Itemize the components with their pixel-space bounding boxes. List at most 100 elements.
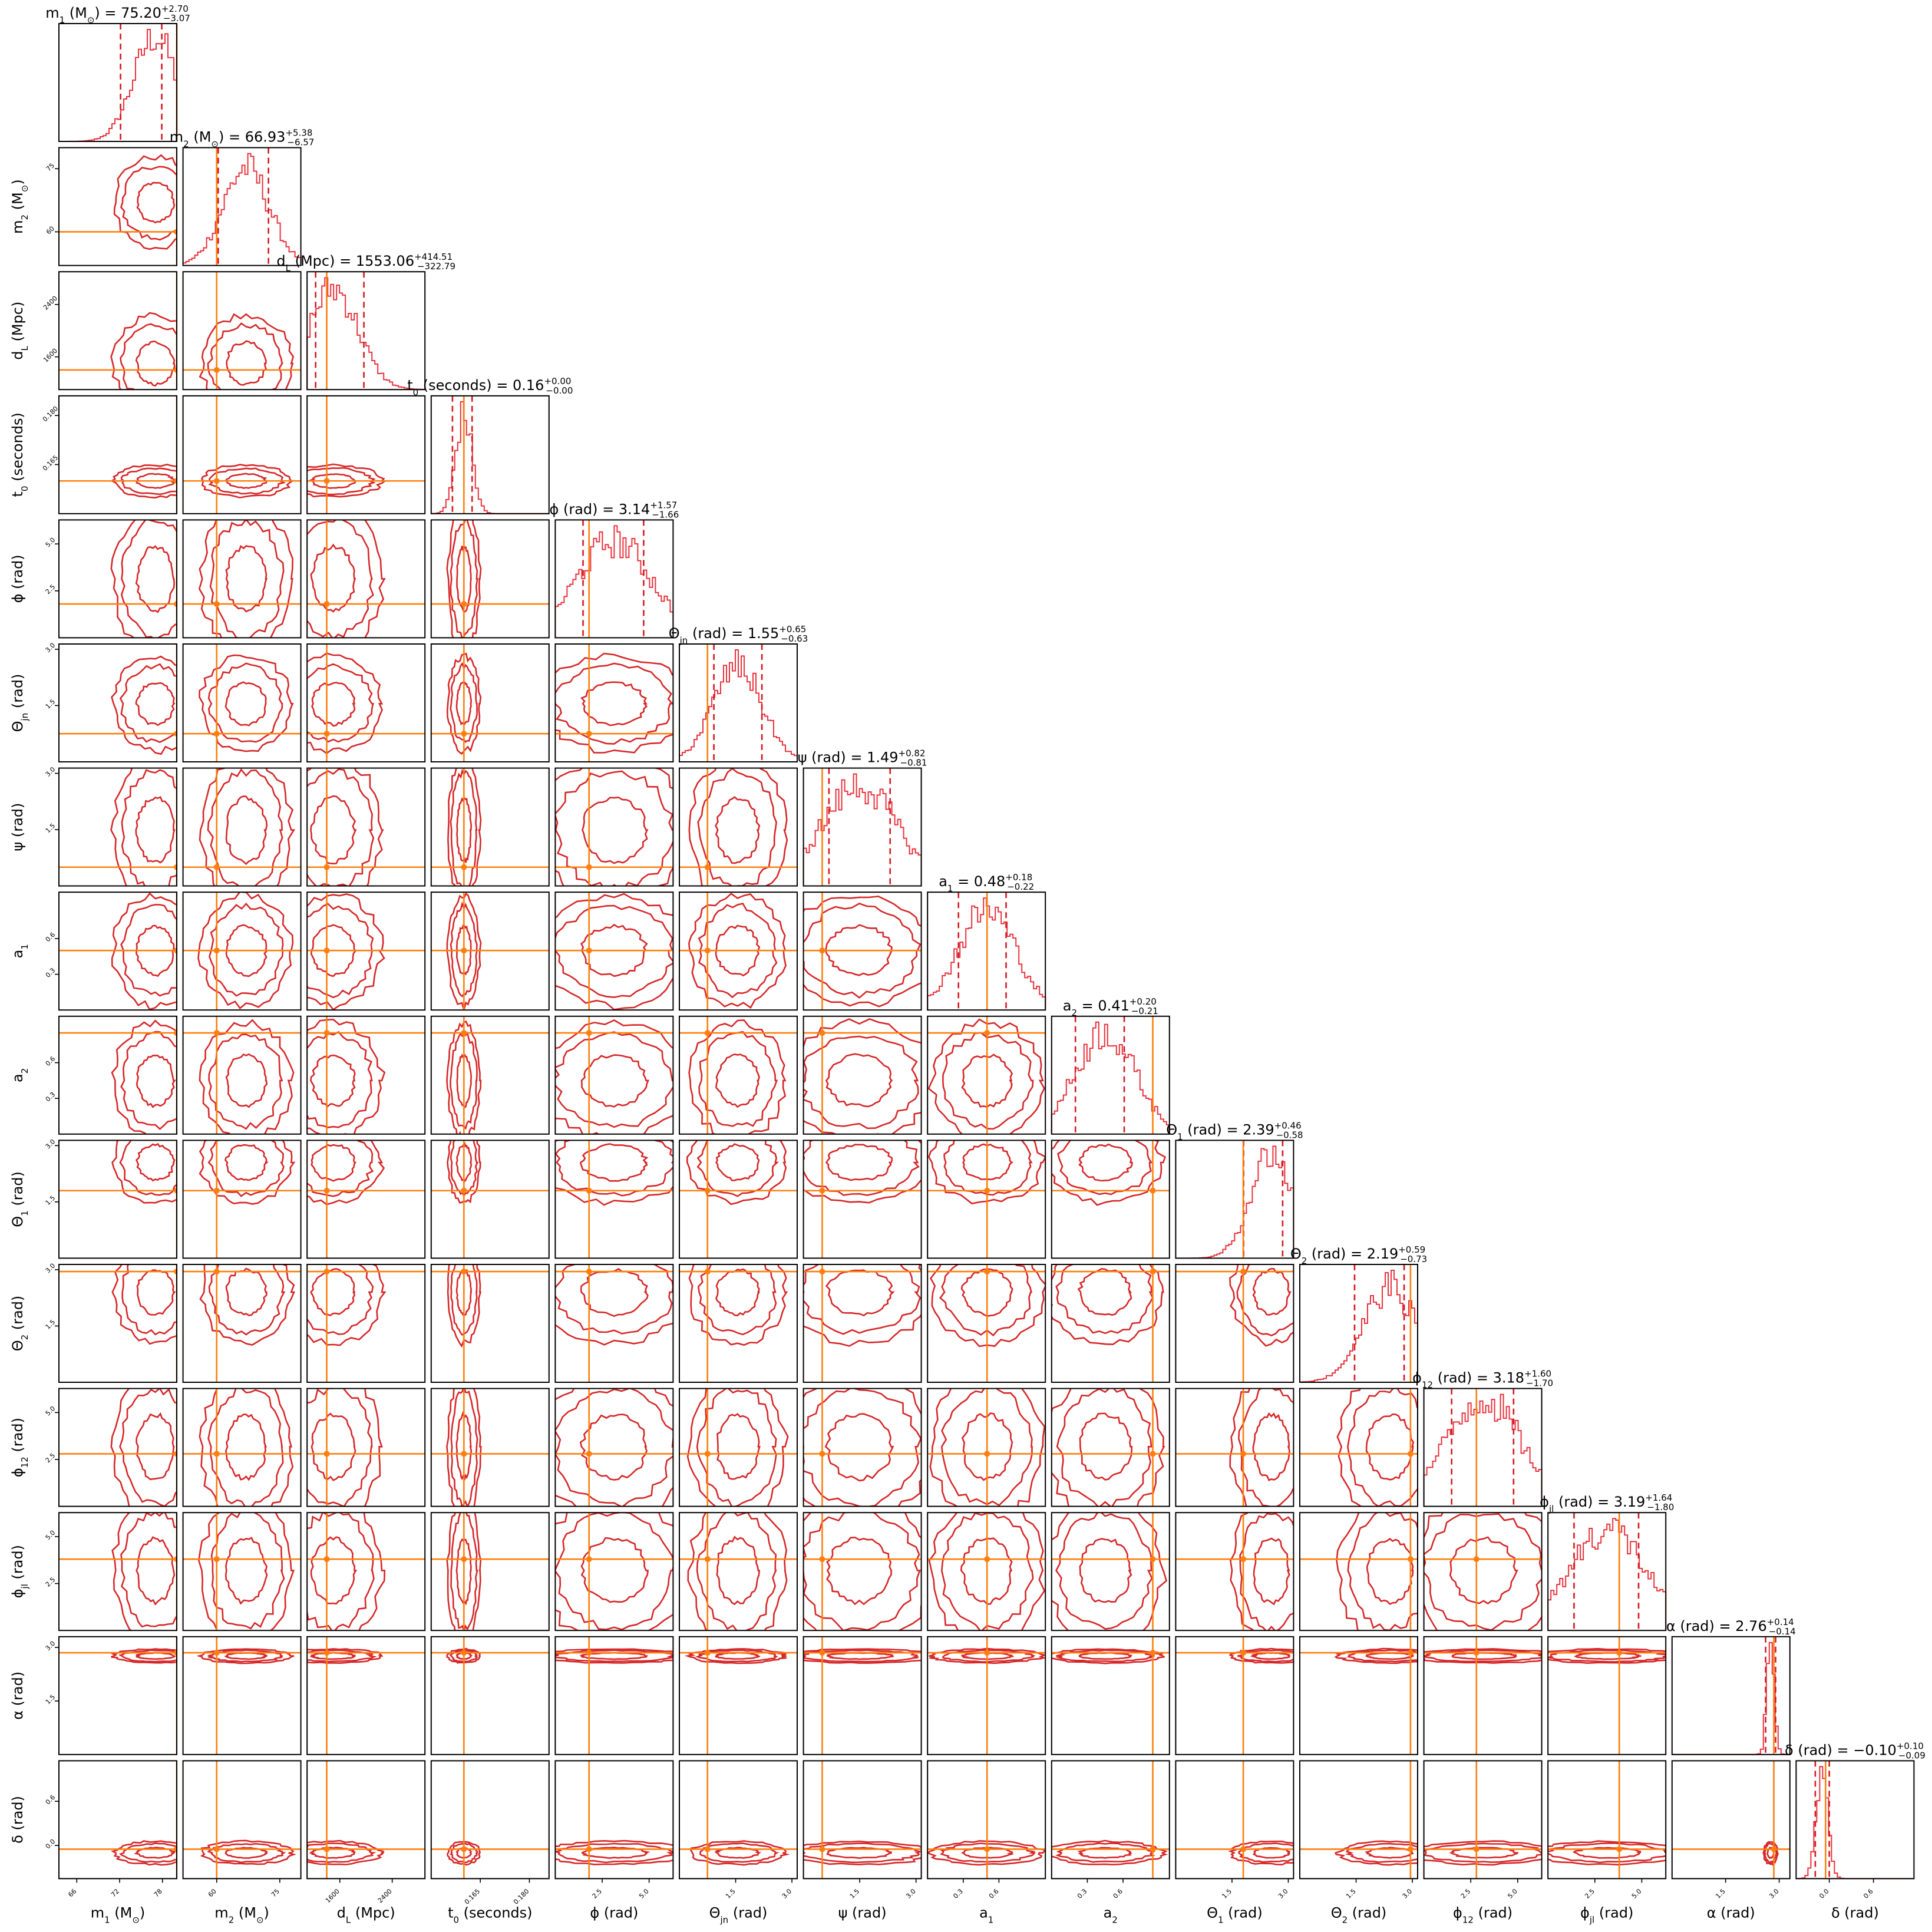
panel-frame [430,643,550,762]
contour-level-1 [580,681,648,726]
contour-level-2 [803,1388,922,1507]
contour-level-2 [940,1388,1033,1507]
contour-level-2 [1056,1388,1152,1507]
contour-level-3 [1335,1840,1418,1866]
contour-level-2 [1237,1388,1294,1507]
contour-level-2 [939,1264,1033,1337]
panel-frame [1051,1512,1170,1632]
panel-title-a2: a2 = 0.41+0.20 −0.21 [1063,996,1158,1018]
x-tick-label: 0.6 [1112,1887,1125,1900]
contour-level-2 [943,1140,1033,1196]
contour-level-3 [1424,1512,1542,1631]
truth-point [984,1187,990,1194]
contour-panel-t0-phi12 [430,1388,550,1507]
truth-point [213,1650,220,1656]
contour-level-1 [1574,1652,1642,1660]
histogram-psi [802,773,922,886]
x-axis-label-a1: a1 [979,1904,993,1925]
contour-level-3 [307,893,385,1010]
panel-frame [554,767,674,887]
truth-point [174,478,177,484]
x-tick-label: 1.5 [1220,1887,1233,1900]
contour-level-2 [1055,1649,1155,1663]
contour-level-1 [1079,1538,1132,1603]
contour-level-1 [715,1143,760,1181]
contour-level-3 [446,652,482,755]
contour-panel-psi-theta1 [802,1140,922,1259]
x-tick-label: 2.5 [1583,1887,1596,1900]
contour-level-3 [803,895,922,1008]
contour-panel-psi-delta: 1.5 3.0 ψ (rad) [802,1760,922,1921]
contour-level-2 [121,769,177,886]
panel-frame [927,1760,1046,1880]
contour-level-3 [688,893,787,1009]
contour-level-2 [210,1512,285,1630]
truth-point [1240,1451,1247,1457]
x-axis-label-phi12: ϕ12 (rad) [1453,1904,1512,1925]
contour-level-1 [455,924,472,976]
contour-level-2 [555,1031,673,1128]
contour-level-1 [580,1143,649,1182]
panel-frame [306,1388,426,1507]
contour-level-3 [446,1021,482,1134]
contour-panel-a1-theta1 [927,1140,1046,1259]
y-tick-label: 3.0 [44,642,57,655]
contour-level-2 [307,1264,374,1335]
contour-panel-a2-phi12 [1051,1388,1170,1507]
contour-level-1 [1250,1652,1291,1660]
contour-level-3 [684,1648,787,1665]
truth-point [174,1556,177,1563]
panel-frame [554,1264,674,1383]
contour-level-3 [307,1018,386,1134]
panel-frame [182,891,302,1011]
contour-level-2 [307,768,375,886]
contour-level-3 [686,1140,787,1206]
contour-panel-phi-phi12 [554,1388,674,1507]
contour-level-3 [446,1512,482,1631]
truth-point [461,731,467,737]
contour-panel-m2-t0 [182,395,302,514]
contour-level-2 [803,902,922,999]
histogram-panel-theta1: Θ1 (rad) = 2.39+0.46 −0.58 [1166,1120,1303,1259]
panel-frame [182,271,302,391]
y-tick-label: 0.6 [44,931,57,944]
contour-level-3 [201,464,295,498]
contour-level-2 [120,520,177,638]
contour-panel-theta_jn-delta: 1.5 3.0 Θjn (rad) [679,1760,798,1925]
truth-point [323,601,330,607]
contour-level-1 [455,1411,473,1481]
contour-level-1 [715,924,761,977]
truth-point [984,1650,990,1656]
x-axis-label-dL: dL (Mpc) [337,1904,395,1925]
contour-level-2 [1238,1842,1294,1863]
truth-point [819,1846,825,1852]
contour-panel-phi12-delta: 2.5 5.0 ϕ12 (rad) [1423,1760,1543,1925]
y-tick-label: 3.0 [44,765,57,778]
y-tick-label: 5.0 [44,1405,57,1418]
truth-point [461,1556,467,1563]
contour-level-1 [136,1536,176,1606]
contour-level-1 [455,1268,472,1316]
panel-frame [1175,1636,1294,1755]
contour-level-2 [698,1031,778,1127]
contour-level-2 [1057,1140,1153,1195]
panel-frame [1671,1760,1791,1880]
truth-point [213,731,220,737]
y-axis-label-psi: ψ (rad) [9,803,26,851]
contour-panel-theta1-theta2 [1175,1264,1294,1383]
panel-frame [927,1015,1046,1135]
contour-panel-m2-alpha [182,1636,302,1755]
contour-level-3 [364,1388,383,1507]
truth-point [213,366,220,373]
panel-frame [679,1388,798,1507]
contour-panel-m2-theta2 [182,1264,302,1383]
contour-level-2 [307,663,374,743]
panel-frame [306,395,426,514]
contour-level-3 [929,1647,1046,1665]
y-axis-label-theta_jn: Θjn (rad) [9,674,30,732]
contour-level-2 [207,1842,286,1864]
panel-frame [802,1760,922,1880]
contour-level-3 [447,1140,481,1204]
contour-panel-phi12-phijl [1423,1512,1543,1632]
